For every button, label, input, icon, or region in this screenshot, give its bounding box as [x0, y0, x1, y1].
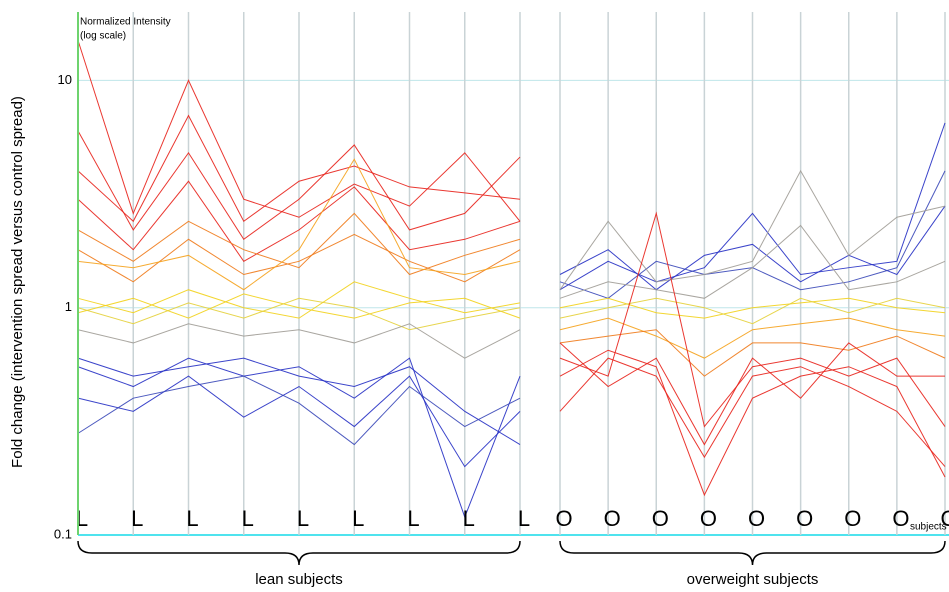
axis-note: Normalized Intensity [80, 17, 171, 28]
y-tick-label: 1 [65, 299, 72, 314]
series-line [559, 329, 946, 377]
x-tick-label: O [555, 506, 572, 531]
series-line [77, 180, 521, 262]
x-tick-label: O [604, 506, 621, 531]
series-line [559, 297, 946, 325]
series-line [77, 233, 521, 283]
series-line [77, 158, 521, 291]
axis-note: subjects [910, 522, 947, 533]
x-tick-label: L [242, 506, 254, 531]
series-line [77, 375, 521, 446]
group-brace [559, 540, 946, 566]
group-label: overweight subjects [687, 571, 819, 588]
series-line [559, 317, 946, 359]
series-line [77, 323, 521, 359]
group-label: lean subjects [255, 571, 343, 588]
x-tick-label: O [844, 506, 861, 531]
x-tick-label: L [297, 506, 309, 531]
series-line [559, 357, 946, 467]
y-axis-label: Fold change (intervention spread versus … [9, 96, 26, 468]
series-line [77, 357, 521, 519]
x-tick-label: L [407, 506, 419, 531]
y-tick-label: 0.1 [54, 526, 72, 541]
group-brace [77, 540, 521, 566]
x-tick-label: O [748, 506, 765, 531]
x-tick-label: L [131, 506, 143, 531]
series-line [77, 130, 521, 241]
series-line [559, 169, 946, 291]
series-line [559, 211, 946, 428]
x-tick-label: O [940, 506, 949, 531]
x-tick-label: O [652, 506, 669, 531]
series-line [77, 375, 521, 468]
series-line [77, 293, 521, 319]
x-tick-label: O [796, 506, 813, 531]
series-line [559, 205, 946, 291]
axis-note: (log scale) [80, 31, 126, 42]
x-tick-label: L [186, 506, 198, 531]
x-tick-label: L [463, 506, 475, 531]
series-line [559, 297, 946, 319]
series-line [77, 212, 521, 276]
series-line [77, 40, 521, 222]
x-tick-label: O [700, 506, 717, 531]
series-line [559, 349, 946, 497]
series-line [559, 122, 946, 291]
series-line [559, 224, 946, 299]
series-line [559, 342, 945, 446]
x-tick-label: L [352, 506, 364, 531]
series-line [77, 297, 521, 331]
y-tick-label: 10 [58, 72, 72, 87]
x-tick-label: L [518, 506, 530, 531]
x-tick-label: O [892, 506, 909, 531]
series-line [77, 357, 521, 445]
series-line [77, 114, 521, 223]
